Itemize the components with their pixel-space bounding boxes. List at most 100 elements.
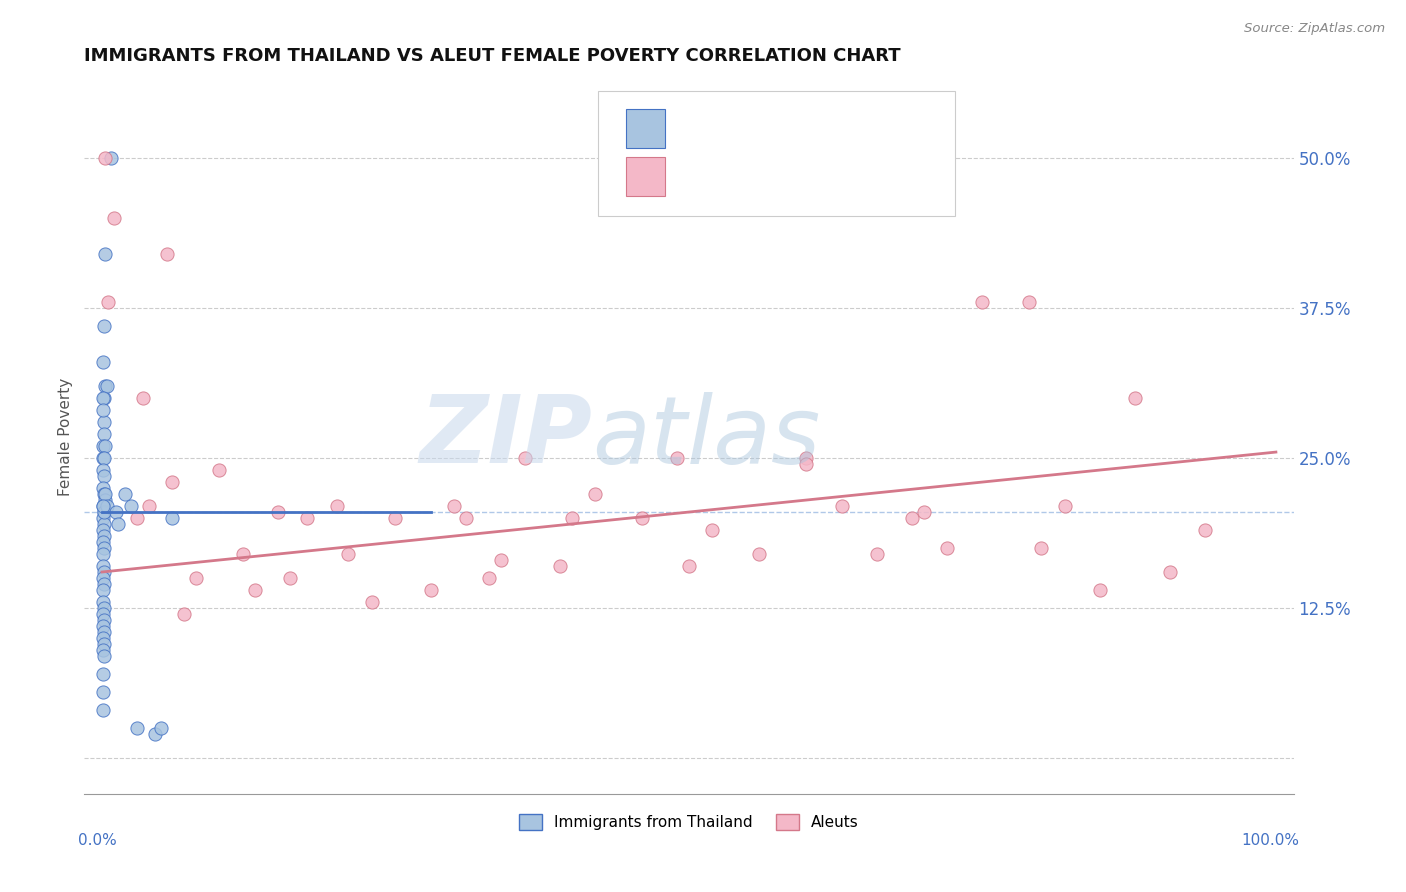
Point [91, 355, 114, 369]
Point [243, 582, 266, 597]
Point [1018, 295, 1040, 310]
Point [93, 613, 115, 627]
Point [267, 505, 290, 519]
Point [93, 451, 115, 466]
Point [548, 559, 571, 574]
Point [93, 529, 115, 543]
Text: R =: R = [679, 169, 713, 184]
Point [631, 511, 654, 525]
Point [337, 547, 360, 561]
Point [901, 511, 924, 525]
Point [91, 685, 114, 699]
Point [91, 547, 114, 561]
Text: 49: 49 [901, 169, 922, 184]
Point [94, 247, 117, 261]
Point [93, 648, 115, 663]
Point [1123, 391, 1146, 405]
Point [936, 541, 959, 555]
Point [489, 553, 512, 567]
Point [93, 415, 115, 429]
Point [478, 571, 501, 585]
Point [155, 247, 177, 261]
Point [208, 463, 231, 477]
Point [91, 499, 114, 513]
Point [748, 547, 770, 561]
Point [91, 463, 114, 477]
FancyBboxPatch shape [626, 157, 665, 196]
Y-axis label: Female Poverty: Female Poverty [58, 378, 73, 496]
Point [132, 391, 155, 405]
Point [91, 481, 114, 495]
Legend: Immigrants from Thailand, Aleuts: Immigrants from Thailand, Aleuts [513, 808, 865, 836]
Point [91, 499, 114, 513]
Point [105, 505, 128, 519]
FancyBboxPatch shape [626, 109, 665, 148]
Point [162, 475, 184, 489]
Point [93, 427, 115, 442]
Point [97, 295, 120, 310]
Text: N =: N = [841, 121, 884, 136]
Text: 0.288: 0.288 [731, 169, 785, 184]
Point [93, 319, 115, 334]
Text: -0.002: -0.002 [731, 121, 786, 136]
Point [91, 631, 114, 645]
Point [93, 601, 115, 615]
Point [94, 379, 117, 393]
Point [93, 516, 115, 531]
Point [96, 379, 118, 393]
Point [702, 523, 724, 537]
Point [1194, 523, 1216, 537]
Point [297, 511, 319, 525]
Point [91, 403, 114, 417]
Point [91, 535, 114, 549]
Point [831, 499, 853, 513]
Point [91, 571, 114, 585]
Point [454, 511, 477, 525]
Point [91, 595, 114, 609]
Text: IMMIGRANTS FROM THAILAND VS ALEUT FEMALE POVERTY CORRELATION CHART: IMMIGRANTS FROM THAILAND VS ALEUT FEMALE… [84, 47, 901, 65]
Point [1053, 499, 1076, 513]
Point [94, 439, 117, 453]
Point [93, 487, 115, 501]
Point [678, 559, 700, 574]
Point [912, 505, 935, 519]
Point [127, 511, 149, 525]
Point [93, 505, 115, 519]
Point [93, 637, 115, 651]
Point [120, 499, 142, 513]
Point [138, 499, 160, 513]
Point [443, 499, 465, 513]
Point [107, 516, 129, 531]
Text: ZIP: ZIP [419, 391, 592, 483]
Point [96, 499, 118, 513]
Point [93, 505, 115, 519]
Point [91, 391, 114, 405]
Point [93, 565, 115, 579]
Point [561, 511, 583, 525]
Point [91, 439, 114, 453]
Point [91, 619, 114, 633]
Point [91, 451, 114, 466]
Point [94, 487, 117, 501]
Point [794, 457, 817, 471]
Point [173, 607, 195, 621]
Point [143, 727, 166, 741]
Point [384, 511, 406, 525]
Text: N =: N = [841, 169, 884, 184]
Point [91, 703, 114, 717]
Point [93, 541, 115, 555]
Point [93, 391, 115, 405]
Point [149, 721, 172, 735]
Point [93, 624, 115, 639]
Point [91, 523, 114, 537]
Point [972, 295, 994, 310]
Point [1159, 565, 1181, 579]
Text: 59: 59 [901, 121, 922, 136]
Point [794, 451, 817, 466]
Point [91, 607, 114, 621]
FancyBboxPatch shape [599, 91, 955, 216]
Point [103, 211, 125, 226]
Text: Source: ZipAtlas.com: Source: ZipAtlas.com [1244, 22, 1385, 36]
Point [91, 582, 114, 597]
Point [91, 511, 114, 525]
